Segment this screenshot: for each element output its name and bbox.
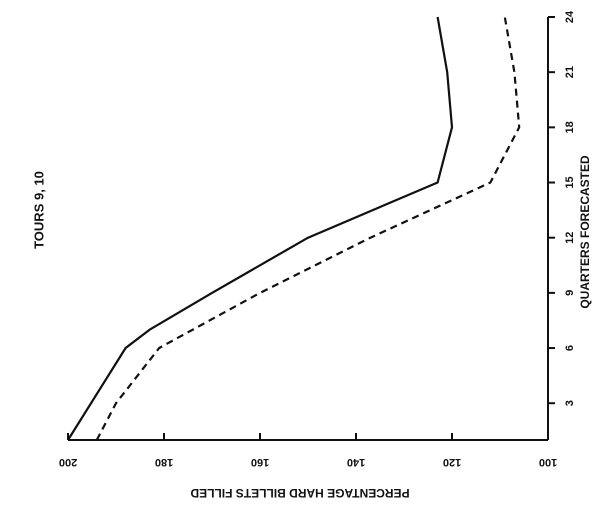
y-tick-label: 160	[251, 456, 269, 468]
chart-axes	[68, 17, 549, 441]
y-tick-label: 200	[59, 456, 77, 468]
x-tick-label: 24	[564, 10, 576, 23]
chart-title: TOURS 9, 10	[31, 171, 46, 249]
x-tick-label: 9	[564, 290, 576, 296]
x-tick-label: 18	[564, 121, 576, 133]
x-axis-label: QUARTERS FORECASTED	[578, 155, 592, 309]
x-tick-label: 12	[564, 232, 576, 244]
chart-ticks: 3 6 9 12 15 18 21 24 100 120 140 160 180 200	[59, 10, 576, 468]
x-tick-label: 3	[564, 400, 576, 406]
y-axis-label: PERCENTAGE HARD BILLETS FILLED	[190, 486, 409, 500]
x-tick-label: 15	[564, 176, 576, 188]
y-tick-label: 120	[443, 456, 461, 468]
chart-series	[67, 16, 521, 441]
x-tick-label: 21	[564, 66, 576, 78]
solid-series-line	[67, 16, 454, 441]
y-tick-label: 100	[539, 456, 557, 468]
x-tick-label: 6	[564, 345, 576, 351]
dashed-series-line	[95, 16, 521, 441]
y-tick-label: 180	[155, 456, 173, 468]
y-tick-label: 140	[347, 456, 365, 468]
